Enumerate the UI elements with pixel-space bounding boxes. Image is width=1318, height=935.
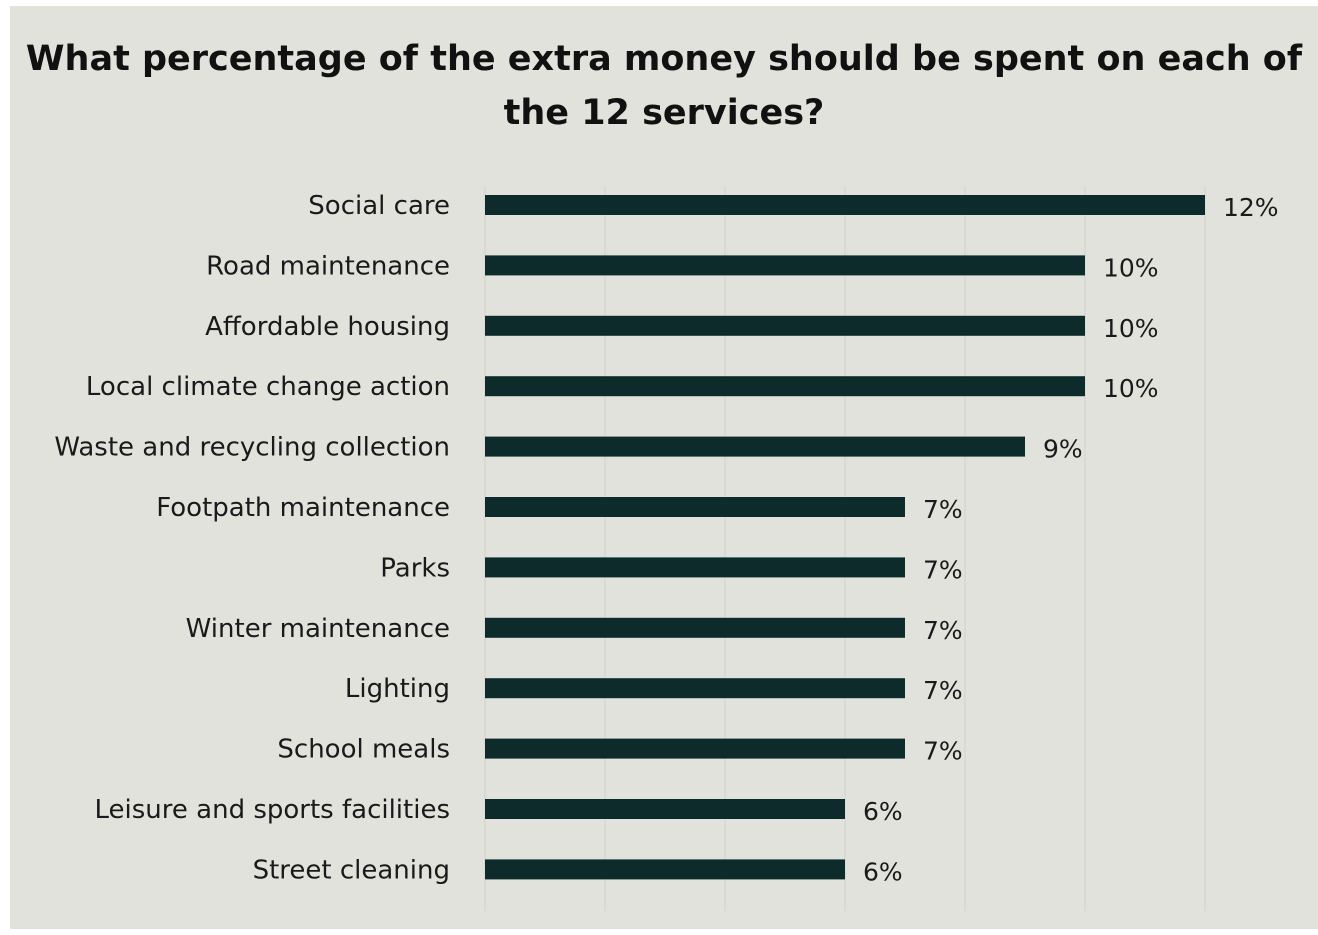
value-label: 10% xyxy=(1103,314,1159,343)
bar xyxy=(485,678,905,699)
bar xyxy=(485,738,905,759)
category-label: Local climate change action xyxy=(86,372,450,402)
value-label: 6% xyxy=(863,857,903,886)
bar xyxy=(485,436,1025,457)
value-label: 9% xyxy=(1043,435,1083,464)
category-label: Winter maintenance xyxy=(186,614,450,644)
bar xyxy=(485,315,1085,336)
bar xyxy=(485,617,905,638)
value-label: 10% xyxy=(1103,253,1159,282)
value-label: 7% xyxy=(923,676,963,705)
category-label: School meals xyxy=(277,735,450,765)
bar xyxy=(485,497,905,517)
bar xyxy=(485,376,1085,397)
category-label: Road maintenance xyxy=(206,251,450,281)
bar xyxy=(485,557,905,578)
category-label: Footpath maintenance xyxy=(156,493,450,523)
category-label: Lighting xyxy=(345,674,450,704)
category-label: Waste and recycling collection xyxy=(54,433,450,463)
chart-panel: What percentage of the extra money shoul… xyxy=(10,6,1318,929)
category-label: Affordable housing xyxy=(205,312,450,342)
value-label: 10% xyxy=(1103,374,1159,403)
bar xyxy=(485,859,845,880)
bar xyxy=(485,255,1085,276)
category-label: Parks xyxy=(380,553,450,583)
value-label: 7% xyxy=(923,495,963,524)
chart-title: What percentage of the extra money shoul… xyxy=(25,39,1303,133)
value-label: 7% xyxy=(923,555,963,584)
bar xyxy=(485,195,1205,215)
bar xyxy=(485,799,845,819)
category-label: Leisure and sports facilities xyxy=(95,795,451,825)
value-label: 12% xyxy=(1223,193,1279,222)
category-label: Street cleaning xyxy=(253,855,450,885)
category-label: Social care xyxy=(308,191,450,221)
value-label: 7% xyxy=(923,737,963,766)
value-label: 6% xyxy=(863,797,903,826)
bar-chart: Social care 12% Road maintenance 10% Afforda… xyxy=(54,186,1279,911)
value-label: 7% xyxy=(923,616,963,645)
